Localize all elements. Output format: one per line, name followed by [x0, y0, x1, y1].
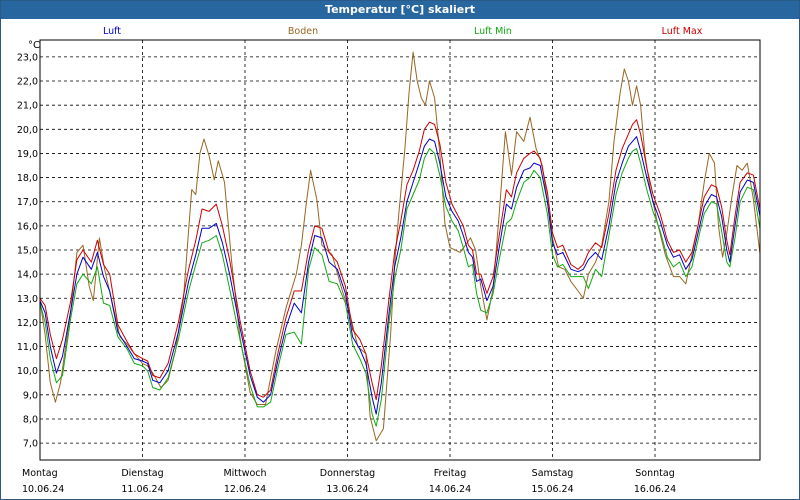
x-tick-date-label: 13.06.24	[326, 484, 368, 495]
y-tick-label: 13,0	[17, 294, 38, 305]
x-tick-date-label: 10.06.24	[22, 484, 64, 495]
x-tick-date-label: 12.06.24	[224, 484, 266, 495]
x-tick-day-label: Mittwoch	[223, 468, 266, 479]
y-tick-label: 12,0	[17, 318, 38, 329]
plot-area-border	[39, 39, 761, 461]
y-tick-label: 21,0	[17, 101, 38, 112]
y-tick-label: 19,0	[17, 149, 38, 160]
x-tick-day-label: Dienstag	[121, 468, 163, 479]
x-tick-date-label: 14.06.24	[429, 484, 471, 495]
y-tick-label: 10,0	[17, 366, 38, 377]
series-line-luft-max	[40, 119, 760, 401]
x-tick-day-label: Freitag	[434, 468, 467, 479]
grid-layer	[40, 40, 760, 460]
legend-entry: Luft Min	[474, 26, 512, 37]
legend-entry: Luft Max	[662, 26, 703, 37]
y-tick-label: 16,0	[17, 221, 38, 232]
series-line-boden	[40, 51, 760, 442]
x-tick-date-label: 15.06.24	[531, 484, 573, 495]
y-unit-label: °C	[28, 40, 40, 51]
legend-entry: Boden	[288, 26, 318, 37]
y-tick-label: 17,0	[17, 197, 38, 208]
y-tick-label: 18,0	[17, 173, 38, 184]
y-tick-label: 9,0	[23, 390, 38, 401]
x-tick-day-label: Donnerstag	[320, 468, 375, 479]
x-tick-date-label: 11.06.24	[121, 484, 163, 495]
series-layer	[40, 51, 760, 442]
x-tick-day-label: Montag	[22, 468, 58, 479]
x-tick-day-label: Sonntag	[635, 468, 674, 479]
legend-entry: Luft	[103, 26, 121, 37]
y-tick-label: 15,0	[17, 246, 38, 257]
chart-title: Temperatur [°C] skaliert	[1, 1, 799, 19]
y-tick-label: 7,0	[23, 439, 38, 450]
y-tick-label: 22,0	[17, 77, 38, 88]
y-tick-label: 8,0	[23, 414, 38, 425]
series-line-luft	[40, 136, 760, 415]
legend: Luft Boden Luft Min Luft Max	[103, 26, 703, 37]
y-tick-label: 11,0	[17, 342, 38, 353]
axis-layer: 7,0 8,0 9,0 10,0 11,0 12,0 13,0 14,0 15,0 16,0 17,…	[17, 52, 676, 495]
y-tick-label: 14,0	[17, 270, 38, 281]
series-line-luft-min	[40, 148, 760, 427]
y-tick-label: 20,0	[17, 125, 38, 136]
y-tick-label: 23,0	[17, 52, 38, 63]
x-tick-day-label: Samstag	[532, 468, 574, 479]
x-tick-date-label: 16.06.24	[634, 484, 676, 495]
